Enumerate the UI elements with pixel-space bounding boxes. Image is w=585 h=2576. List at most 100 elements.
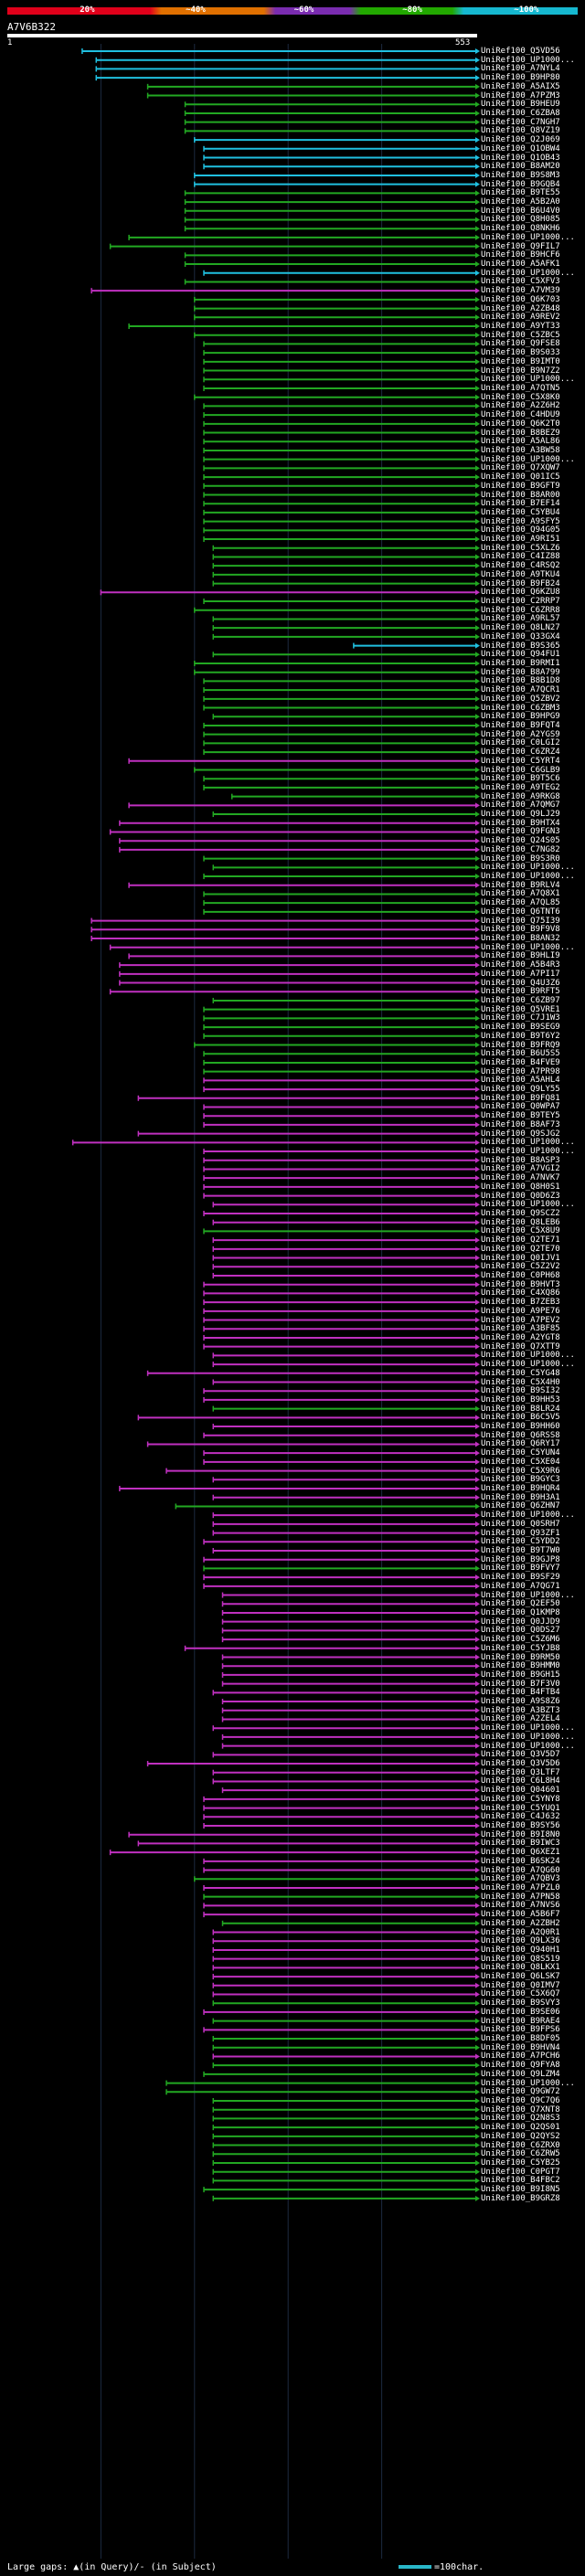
hit-label[interactable]: UniRef100_UP1000... bbox=[481, 863, 575, 873]
hit-label[interactable]: UniRef100_A7PZM3 bbox=[481, 90, 560, 101]
hit-label[interactable]: UniRef100_B8AM20 bbox=[481, 162, 560, 172]
hit-label[interactable]: UniRef100_Q3V5D6 bbox=[481, 1759, 560, 1769]
hit-label[interactable]: UniRef100_Q6RSS8 bbox=[481, 1430, 560, 1440]
hit-label[interactable]: UniRef100_B9T5C6 bbox=[481, 774, 560, 784]
hit-label[interactable]: UniRef100_C5ZBC5 bbox=[481, 330, 560, 340]
hit-label[interactable]: UniRef100_Q9GW72 bbox=[481, 2087, 560, 2097]
hit-label[interactable]: UniRef100_Q01IC5 bbox=[481, 472, 560, 482]
hit-label[interactable]: UniRef100_B9IWC3 bbox=[481, 1839, 560, 1849]
hit-label[interactable]: UniRef100_B9GJP8 bbox=[481, 1554, 560, 1564]
hit-label[interactable]: UniRef100_Q6RY17 bbox=[481, 1439, 560, 1449]
hit-label[interactable]: UniRef100_A9S8Z6 bbox=[481, 1697, 560, 1707]
hit-label[interactable]: UniRef100_Q94G05 bbox=[481, 525, 560, 535]
hit-label[interactable]: UniRef100_Q6XEZ1 bbox=[481, 1848, 560, 1858]
hit-label[interactable]: UniRef100_A9REV2 bbox=[481, 313, 560, 323]
hit-label[interactable]: UniRef100_Q94FU1 bbox=[481, 650, 560, 660]
hit-label[interactable]: UniRef100_A7VGI2 bbox=[481, 1164, 560, 1174]
hit-label[interactable]: UniRef100_Q0IMV7 bbox=[481, 1980, 560, 1990]
hit-label[interactable]: UniRef100_Q1OBW4 bbox=[481, 143, 560, 154]
hit-label[interactable]: UniRef100_Q6LSK7 bbox=[481, 1972, 560, 1982]
hit-label[interactable]: UniRef100_A3BW58 bbox=[481, 445, 560, 455]
hit-label[interactable]: UniRef100_A5B2A0 bbox=[481, 197, 560, 207]
hit-label[interactable]: UniRef100_Q1KMP8 bbox=[481, 1607, 560, 1617]
hit-label[interactable]: UniRef100_B9TE55 bbox=[481, 188, 560, 198]
hit-label[interactable]: UniRef100_Q5VRE1 bbox=[481, 1004, 560, 1014]
hit-label[interactable]: UniRef100_UP1000... bbox=[481, 1741, 575, 1751]
hit-label[interactable]: UniRef100_C2RRP7 bbox=[481, 597, 560, 607]
hit-label[interactable]: UniRef100_B8ASP3 bbox=[481, 1155, 560, 1165]
hit-label[interactable]: UniRef100_B9T7W0 bbox=[481, 1545, 560, 1555]
hit-label[interactable]: UniRef100_B9RFT5 bbox=[481, 987, 560, 997]
hit-label[interactable]: UniRef100_Q8VZ19 bbox=[481, 126, 560, 136]
hit-label[interactable]: UniRef100_Q9LX36 bbox=[481, 1936, 560, 1946]
hit-label[interactable]: UniRef100_Q8NKH6 bbox=[481, 224, 560, 234]
hit-label[interactable]: UniRef100_Q0DS27 bbox=[481, 1626, 560, 1636]
hit-label[interactable]: UniRef100_A5AIX5 bbox=[481, 81, 560, 91]
hit-label[interactable]: UniRef100_UP1000... bbox=[481, 1723, 575, 1733]
hit-label[interactable]: UniRef100_Q6K2T0 bbox=[481, 419, 560, 429]
hit-label[interactable]: UniRef100_Q8H085 bbox=[481, 215, 560, 225]
hit-label[interactable]: UniRef100_Q0JJD9 bbox=[481, 1617, 560, 1627]
hit-label[interactable]: UniRef100_C6ZRX0 bbox=[481, 2140, 560, 2150]
hit-label[interactable]: UniRef100_C0PGT7 bbox=[481, 2167, 560, 2177]
hit-label[interactable]: UniRef100_A5AHL4 bbox=[481, 1076, 560, 1086]
hit-label[interactable]: UniRef100_C5XFV3 bbox=[481, 277, 560, 287]
hit-label[interactable]: UniRef100_Q9FGN3 bbox=[481, 827, 560, 837]
hit-label[interactable]: UniRef100_B9S3R0 bbox=[481, 853, 560, 864]
hit-label[interactable]: UniRef100_B9FB24 bbox=[481, 578, 560, 588]
hit-label[interactable]: UniRef100_C5X8K0 bbox=[481, 392, 560, 402]
hit-label[interactable]: UniRef100_C5XLZ6 bbox=[481, 543, 560, 553]
hit-label[interactable]: UniRef100_C5YJB8 bbox=[481, 1643, 560, 1653]
hit-label[interactable]: UniRef100_B9N7Z2 bbox=[481, 366, 560, 376]
hit-label[interactable]: UniRef100_A2YGT8 bbox=[481, 1332, 560, 1342]
hit-label[interactable]: UniRef100_Q0D6Z3 bbox=[481, 1191, 560, 1201]
hit-label[interactable]: UniRef100_B4FBC2 bbox=[481, 2176, 560, 2186]
hit-label[interactable]: UniRef100_C5YB25 bbox=[481, 2157, 560, 2168]
hit-label[interactable]: UniRef100_A2ZEL4 bbox=[481, 1714, 560, 1724]
hit-label[interactable]: UniRef100_B9FVY7 bbox=[481, 1564, 560, 1574]
hit-label[interactable]: UniRef100_A5B6F7 bbox=[481, 1910, 560, 1920]
hit-label[interactable]: UniRef100_B6U5S5 bbox=[481, 1049, 560, 1059]
hit-label[interactable]: UniRef100_B8A799 bbox=[481, 667, 560, 677]
hit-label[interactable]: UniRef100_A2Z6H2 bbox=[481, 401, 560, 411]
hit-label[interactable]: UniRef100_Q940H1 bbox=[481, 1945, 560, 1955]
hit-label[interactable]: UniRef100_B9GRZ8 bbox=[481, 2193, 560, 2203]
hit-label[interactable]: UniRef100_A9PE76 bbox=[481, 1306, 560, 1316]
hit-label[interactable]: UniRef100_A7VM39 bbox=[481, 286, 560, 296]
hit-label[interactable]: UniRef100_A7NVK7 bbox=[481, 1173, 560, 1183]
hit-label[interactable]: UniRef100_A9RL57 bbox=[481, 614, 560, 624]
hit-label[interactable]: UniRef100_C4J632 bbox=[481, 1812, 560, 1822]
hit-label[interactable]: UniRef100_B9IMT0 bbox=[481, 356, 560, 366]
hit-label[interactable]: UniRef100_B6C5V5 bbox=[481, 1413, 560, 1423]
hit-label[interactable]: UniRef100_A7QG60 bbox=[481, 1865, 560, 1875]
hit-label[interactable]: UniRef100_A3BZT3 bbox=[481, 1705, 560, 1715]
hit-label[interactable]: UniRef100_Q9LZM4 bbox=[481, 2069, 560, 2079]
hit-label[interactable]: UniRef100_B9RM50 bbox=[481, 1652, 560, 1662]
hit-label[interactable]: UniRef100_Q6ZHN7 bbox=[481, 1501, 560, 1511]
hit-label[interactable]: UniRef100_Q2N8S3 bbox=[481, 2114, 560, 2124]
hit-label[interactable]: UniRef100_A9YT33 bbox=[481, 322, 560, 331]
hit-label[interactable]: UniRef100_Q24S05 bbox=[481, 836, 560, 846]
hit-label[interactable]: UniRef100_Q7XTT9 bbox=[481, 1341, 560, 1352]
hit-label[interactable]: UniRef100_B9S365 bbox=[481, 641, 560, 651]
hit-label[interactable]: UniRef100_B9HCF6 bbox=[481, 250, 560, 260]
hit-label[interactable]: UniRef100_B9S8M3 bbox=[481, 170, 560, 180]
hit-label[interactable]: UniRef100_A7NVS6 bbox=[481, 1901, 560, 1911]
hit-label[interactable]: UniRef100_B9GFT9 bbox=[481, 481, 560, 491]
hit-label[interactable]: UniRef100_B9SEG9 bbox=[481, 1023, 560, 1033]
hit-label[interactable]: UniRef100_UP1000... bbox=[481, 872, 575, 882]
hit-label[interactable]: UniRef100_B9HMM0 bbox=[481, 1661, 560, 1671]
hit-label[interactable]: UniRef100_C6ZBA8 bbox=[481, 108, 560, 118]
hit-label[interactable]: UniRef100_UP1000... bbox=[481, 232, 575, 242]
hit-label[interactable]: UniRef100_C4RSQ2 bbox=[481, 561, 560, 571]
hit-label[interactable]: UniRef100_Q9LY55 bbox=[481, 1085, 560, 1095]
hit-label[interactable]: UniRef100_UP1000... bbox=[481, 942, 575, 952]
hit-label[interactable]: UniRef100_B9GQB4 bbox=[481, 179, 560, 189]
hit-label[interactable]: UniRef100_C7NGH7 bbox=[481, 117, 560, 127]
hit-label[interactable]: UniRef100_Q8LEB6 bbox=[481, 1217, 560, 1227]
hit-label[interactable]: UniRef100_UP1000... bbox=[481, 1351, 575, 1361]
hit-label[interactable]: UniRef100_A5AL86 bbox=[481, 437, 560, 447]
hit-label[interactable]: UniRef100_B7ZEB3 bbox=[481, 1298, 560, 1308]
hit-label[interactable]: UniRef100_UP1000... bbox=[481, 1200, 575, 1210]
hit-label[interactable]: UniRef100_Q04601 bbox=[481, 1786, 560, 1796]
